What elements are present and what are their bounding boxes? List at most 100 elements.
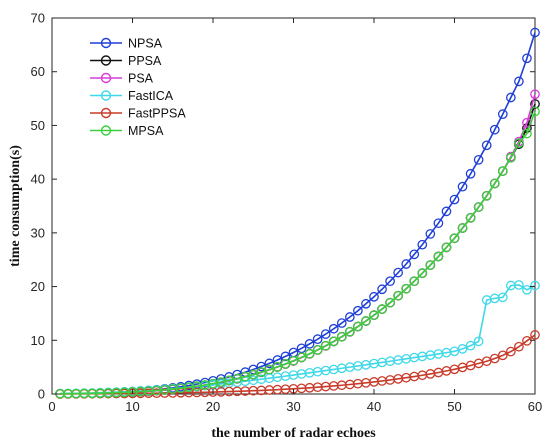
data-point	[361, 298, 371, 309]
data-point	[522, 128, 532, 139]
data-point	[304, 339, 315, 349]
y-tick-label: 0	[38, 387, 45, 402]
data-point	[481, 190, 492, 201]
data-point	[369, 291, 379, 302]
data-point	[489, 353, 500, 364]
legend-label: FastPPSA	[128, 107, 186, 121]
data-point	[497, 109, 508, 120]
data-point	[465, 168, 476, 179]
data-point	[377, 284, 387, 295]
data-point	[336, 318, 347, 328]
data-point	[433, 251, 444, 262]
data-point	[272, 361, 283, 372]
data-point	[288, 355, 299, 366]
data-point	[505, 92, 516, 103]
legend-marker	[100, 55, 112, 66]
x-tick-label: 10	[125, 399, 139, 414]
legend-marker	[100, 107, 112, 119]
data-point	[272, 355, 283, 365]
data-point	[449, 233, 460, 244]
data-point	[328, 323, 339, 334]
data-point	[409, 249, 420, 260]
y-tick-label: 50	[31, 118, 45, 133]
data-point	[417, 239, 428, 250]
legend-marker	[100, 72, 112, 84]
x-axis-ticks: 0 10 20 30 40 50 60	[48, 18, 542, 414]
series-mpsa	[55, 106, 540, 399]
data-point	[353, 305, 363, 316]
series-fastica	[55, 280, 540, 399]
data-point	[344, 312, 355, 322]
legend-item-psa: PSA	[90, 72, 154, 86]
data-point	[522, 284, 532, 295]
data-point	[481, 140, 492, 151]
data-point	[505, 152, 516, 163]
data-point	[530, 99, 540, 109]
legend-marker	[100, 37, 112, 49]
data-point	[530, 89, 540, 100]
data-point	[457, 223, 468, 233]
data-point	[522, 53, 532, 64]
data-point	[457, 344, 468, 354]
data-point	[530, 27, 540, 38]
data-point	[385, 297, 395, 308]
data-point	[312, 334, 323, 345]
data-point	[465, 212, 476, 223]
data-point	[489, 124, 500, 135]
data-point	[441, 206, 452, 217]
data-point	[417, 268, 428, 278]
legend-item-mpsa: MPSA	[90, 124, 164, 138]
legend-label: NPSA	[128, 37, 163, 51]
data-point	[369, 310, 379, 321]
data-point	[473, 336, 484, 347]
data-point	[393, 290, 403, 301]
data-point	[336, 331, 347, 342]
data-point	[312, 344, 323, 355]
data-point	[409, 276, 420, 287]
legend-label: PSA	[128, 72, 154, 86]
data-point	[401, 283, 412, 294]
data-point	[497, 166, 508, 176]
x-tick-label: 50	[447, 399, 461, 414]
data-point	[256, 361, 267, 372]
data-point	[497, 292, 508, 303]
data-point	[514, 280, 524, 290]
legend-item-npsa: NPSA	[90, 37, 163, 51]
y-tick-label: 20	[31, 279, 45, 294]
data-point	[497, 350, 508, 361]
x-axis-title: the number of radar echoes	[211, 426, 376, 441]
data-point	[489, 178, 500, 189]
data-point	[377, 304, 387, 314]
data-point	[433, 218, 444, 229]
data-point	[465, 340, 476, 351]
legend-item-ppsa: PPSA	[90, 54, 162, 68]
legend-marker	[100, 90, 112, 101]
data-point	[280, 359, 291, 369]
plot-frame	[51, 17, 536, 395]
data-point	[353, 321, 363, 332]
y-axis-title: time consumption(s)	[8, 145, 23, 267]
data-point	[401, 259, 412, 269]
data-point	[328, 336, 339, 347]
legend-item-fastica: FastICA	[90, 89, 174, 103]
legend-marker	[100, 125, 112, 136]
legend-label: MPSA	[128, 124, 164, 138]
data-point	[530, 280, 540, 291]
data-point	[530, 106, 540, 117]
y-tick-label: 40	[31, 172, 45, 187]
legend-label: PPSA	[128, 54, 162, 68]
legend-label: FastICA	[128, 89, 174, 103]
y-axis-ticks: 0 10 20 30 40 50 60 70	[31, 11, 535, 402]
series-line-npsa	[60, 32, 536, 395]
data-point	[264, 358, 275, 369]
y-tick-label: 30	[31, 225, 45, 240]
data-point	[425, 229, 436, 239]
data-point	[449, 194, 460, 205]
data-point	[280, 351, 291, 362]
series-layer	[55, 27, 540, 399]
data-point	[304, 348, 315, 359]
data-point	[530, 330, 540, 340]
data-point	[425, 260, 436, 270]
y-tick-label: 10	[31, 333, 45, 348]
